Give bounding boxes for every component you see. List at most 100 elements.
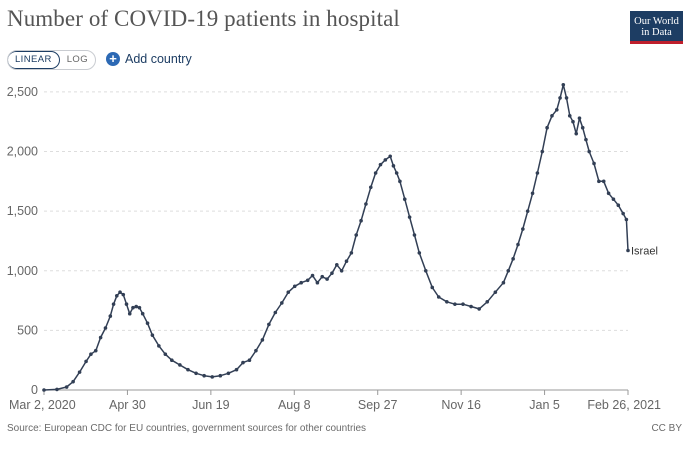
data-point <box>280 301 284 305</box>
data-point <box>373 171 378 175</box>
data-point <box>624 217 629 222</box>
data-point <box>330 271 334 275</box>
data-point <box>124 302 129 306</box>
y-tick-label: 1,000 <box>7 264 38 278</box>
data-point <box>555 108 559 112</box>
data-point <box>394 171 399 175</box>
data-point <box>299 280 304 285</box>
x-tick-label: Aug 8 <box>278 398 311 412</box>
data-point <box>626 248 630 253</box>
data-point <box>453 302 457 306</box>
data-point <box>134 304 139 309</box>
data-point <box>194 371 198 376</box>
data-point <box>310 273 315 278</box>
data-point <box>398 179 402 184</box>
data-point <box>558 96 562 100</box>
series-line <box>43 84 629 391</box>
data-point <box>77 370 82 374</box>
data-point <box>71 379 75 384</box>
scale-toggle[interactable]: LINEAR LOG <box>7 50 96 70</box>
data-point <box>157 344 161 348</box>
data-point <box>145 321 150 326</box>
logo-accent-bar <box>630 41 683 44</box>
data-point <box>461 302 465 306</box>
data-point <box>315 280 320 285</box>
data-point <box>131 305 135 310</box>
x-tick-label: Feb 26, 2021 <box>587 398 661 412</box>
plus-circle-icon: + <box>106 52 120 66</box>
data-point <box>525 209 530 213</box>
linear-scale-button[interactable]: LINEAR <box>7 51 60 69</box>
data-point <box>540 149 545 154</box>
data-point <box>254 348 258 353</box>
license-link[interactable]: CC BY <box>651 423 682 434</box>
data-point <box>391 164 396 168</box>
data-point <box>407 215 412 219</box>
data-point <box>364 202 368 206</box>
data-point <box>511 257 515 261</box>
y-tick-label: 1,500 <box>7 204 38 218</box>
data-point <box>163 352 168 357</box>
data-point <box>423 268 428 273</box>
data-point <box>202 373 206 378</box>
y-tick-label: 2,500 <box>7 85 38 99</box>
x-tick-label: Jun 19 <box>192 398 230 412</box>
data-point <box>606 191 611 196</box>
data-point <box>241 360 245 365</box>
data-point <box>521 227 525 231</box>
owid-logo[interactable]: Our World in Data <box>630 11 683 44</box>
data-point <box>354 233 359 237</box>
data-point <box>368 185 373 190</box>
data-point <box>260 338 265 342</box>
data-point <box>550 113 554 118</box>
add-country-button[interactable]: + Add country <box>106 50 192 68</box>
data-point <box>218 373 223 378</box>
x-tick-label: Jan 5 <box>529 398 560 412</box>
data-point <box>501 280 506 285</box>
data-point <box>292 284 297 289</box>
series-label: Israel <box>631 246 658 258</box>
data-point <box>55 387 59 392</box>
data-point <box>580 125 585 130</box>
logo-line-2: in Data <box>641 27 672 38</box>
data-point <box>535 171 540 175</box>
x-tick-label: Sep 27 <box>358 398 398 412</box>
data-point <box>597 179 601 184</box>
data-point <box>412 233 417 237</box>
data-point <box>567 113 572 118</box>
data-point <box>506 268 511 273</box>
data-point <box>273 310 278 315</box>
data-point <box>89 352 93 357</box>
data-point <box>477 307 481 311</box>
data-point <box>247 358 252 362</box>
x-tick-label: Mar 2, 2020 <box>9 398 76 412</box>
data-point <box>592 161 596 166</box>
data-point <box>621 211 625 216</box>
data-point <box>286 290 291 295</box>
data-point <box>64 385 69 389</box>
data-point <box>111 302 116 306</box>
data-point <box>545 125 549 130</box>
data-point <box>402 197 407 202</box>
x-tick-label: Apr 30 <box>109 398 146 412</box>
y-tick-label: 500 <box>17 323 38 337</box>
data-point <box>584 137 588 142</box>
data-point <box>577 116 582 120</box>
data-point <box>140 311 145 316</box>
data-point <box>574 131 579 136</box>
data-point <box>137 305 142 310</box>
data-point <box>469 304 473 309</box>
data-point <box>378 162 383 167</box>
data-point <box>103 326 108 330</box>
log-scale-button[interactable]: LOG <box>66 54 88 65</box>
data-point <box>349 251 354 255</box>
add-country-label: Add country <box>125 52 192 66</box>
data-point <box>42 388 46 392</box>
data-point <box>114 294 119 298</box>
data-point <box>320 274 325 279</box>
data-point <box>564 96 569 100</box>
data-point <box>335 263 339 267</box>
data-point <box>108 314 113 318</box>
data-point <box>383 158 388 162</box>
chart-title: Number of COVID-19 patients in hospital <box>7 6 400 31</box>
